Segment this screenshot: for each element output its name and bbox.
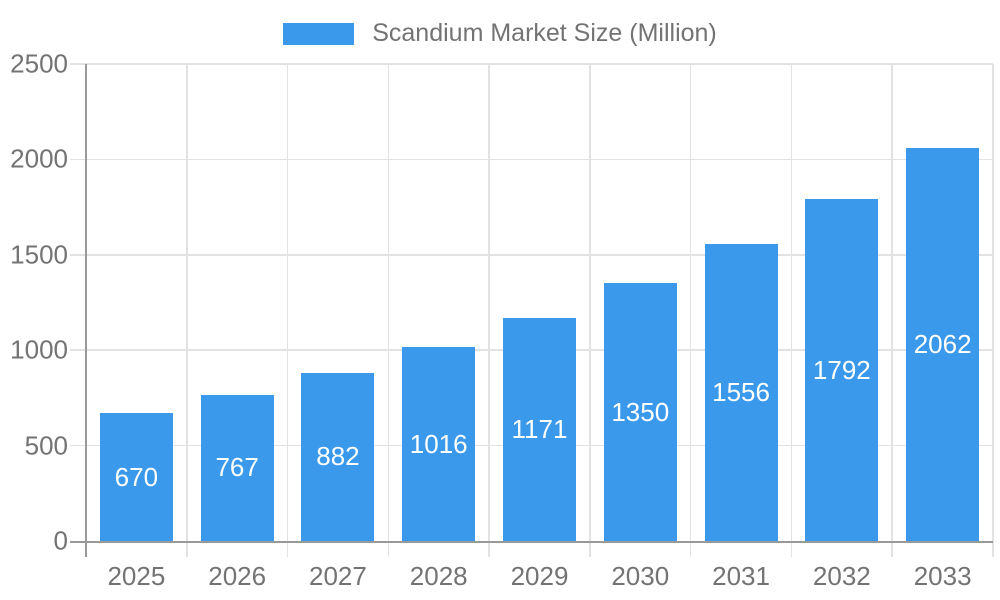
gridline-horizontal bbox=[70, 158, 993, 161]
gridline-vertical bbox=[992, 64, 994, 557]
bar: 767 bbox=[200, 394, 274, 541]
x-axis-tick-label: 2028 bbox=[409, 561, 468, 591]
legend-item[interactable]: Scandium Market Size (Million) bbox=[0, 19, 1000, 48]
gridline-vertical bbox=[286, 64, 289, 557]
gridline-vertical bbox=[488, 64, 490, 557]
bar: 882 bbox=[301, 372, 375, 541]
y-axis-tick-label: 2000 bbox=[10, 143, 68, 174]
gridline-vertical bbox=[891, 64, 893, 557]
bar: 2062 bbox=[906, 147, 980, 541]
gridline-vertical bbox=[186, 64, 188, 557]
plot-area: 0 500 1000 1500 2000 2500 670 2025 767 2026 882 202… bbox=[10, 49, 994, 591]
y-axis-tick-label: 1500 bbox=[10, 239, 68, 270]
bar: 1792 bbox=[805, 199, 879, 541]
bar: 1171 bbox=[503, 317, 576, 541]
gridline-horizontal bbox=[70, 63, 993, 65]
gridline-vertical bbox=[790, 64, 793, 557]
bar: 1016 bbox=[402, 347, 476, 541]
gridline-horizontal bbox=[70, 254, 993, 256]
y-axis-tick-label: 2500 bbox=[10, 48, 68, 79]
legend-swatch bbox=[283, 22, 355, 45]
bar-value-label: 2062 bbox=[913, 328, 972, 359]
bar: 670 bbox=[99, 413, 173, 541]
bar-value-label: 882 bbox=[316, 441, 360, 472]
bar-value-label: 1171 bbox=[511, 413, 568, 444]
x-axis-baseline bbox=[70, 541, 993, 543]
gridline-vertical bbox=[689, 64, 692, 557]
x-axis-tick-label: 2032 bbox=[812, 561, 871, 591]
x-axis-tick-label: 2030 bbox=[611, 561, 670, 591]
bar-value-label: 1350 bbox=[611, 396, 670, 427]
y-axis-tick-label: 500 bbox=[24, 430, 68, 461]
x-axis-tick-label: 2026 bbox=[208, 561, 267, 591]
bar: 1350 bbox=[603, 283, 677, 541]
y-axis-line bbox=[85, 64, 87, 557]
bar-value-label: 767 bbox=[215, 452, 259, 483]
bar: 1556 bbox=[704, 244, 778, 541]
x-axis-tick-label: 2027 bbox=[309, 561, 367, 591]
bar-value-label: 1556 bbox=[712, 377, 770, 408]
gridline-vertical bbox=[589, 64, 591, 557]
bar-value-label: 670 bbox=[114, 461, 159, 492]
y-axis-tick-label: 0 bbox=[53, 525, 68, 556]
bar-value-label: 1016 bbox=[409, 428, 468, 459]
gridline-vertical bbox=[387, 64, 390, 557]
x-axis-tick-label: 2031 bbox=[712, 561, 770, 591]
bar-value-label: 1792 bbox=[812, 354, 871, 385]
x-axis-tick-label: 2025 bbox=[107, 561, 166, 591]
x-axis-tick-label: 2029 bbox=[510, 561, 569, 591]
y-axis-tick-label: 1000 bbox=[10, 334, 68, 365]
x-axis-tick-label: 2033 bbox=[913, 561, 972, 591]
legend-label: Scandium Market Size (Million) bbox=[372, 19, 717, 47]
